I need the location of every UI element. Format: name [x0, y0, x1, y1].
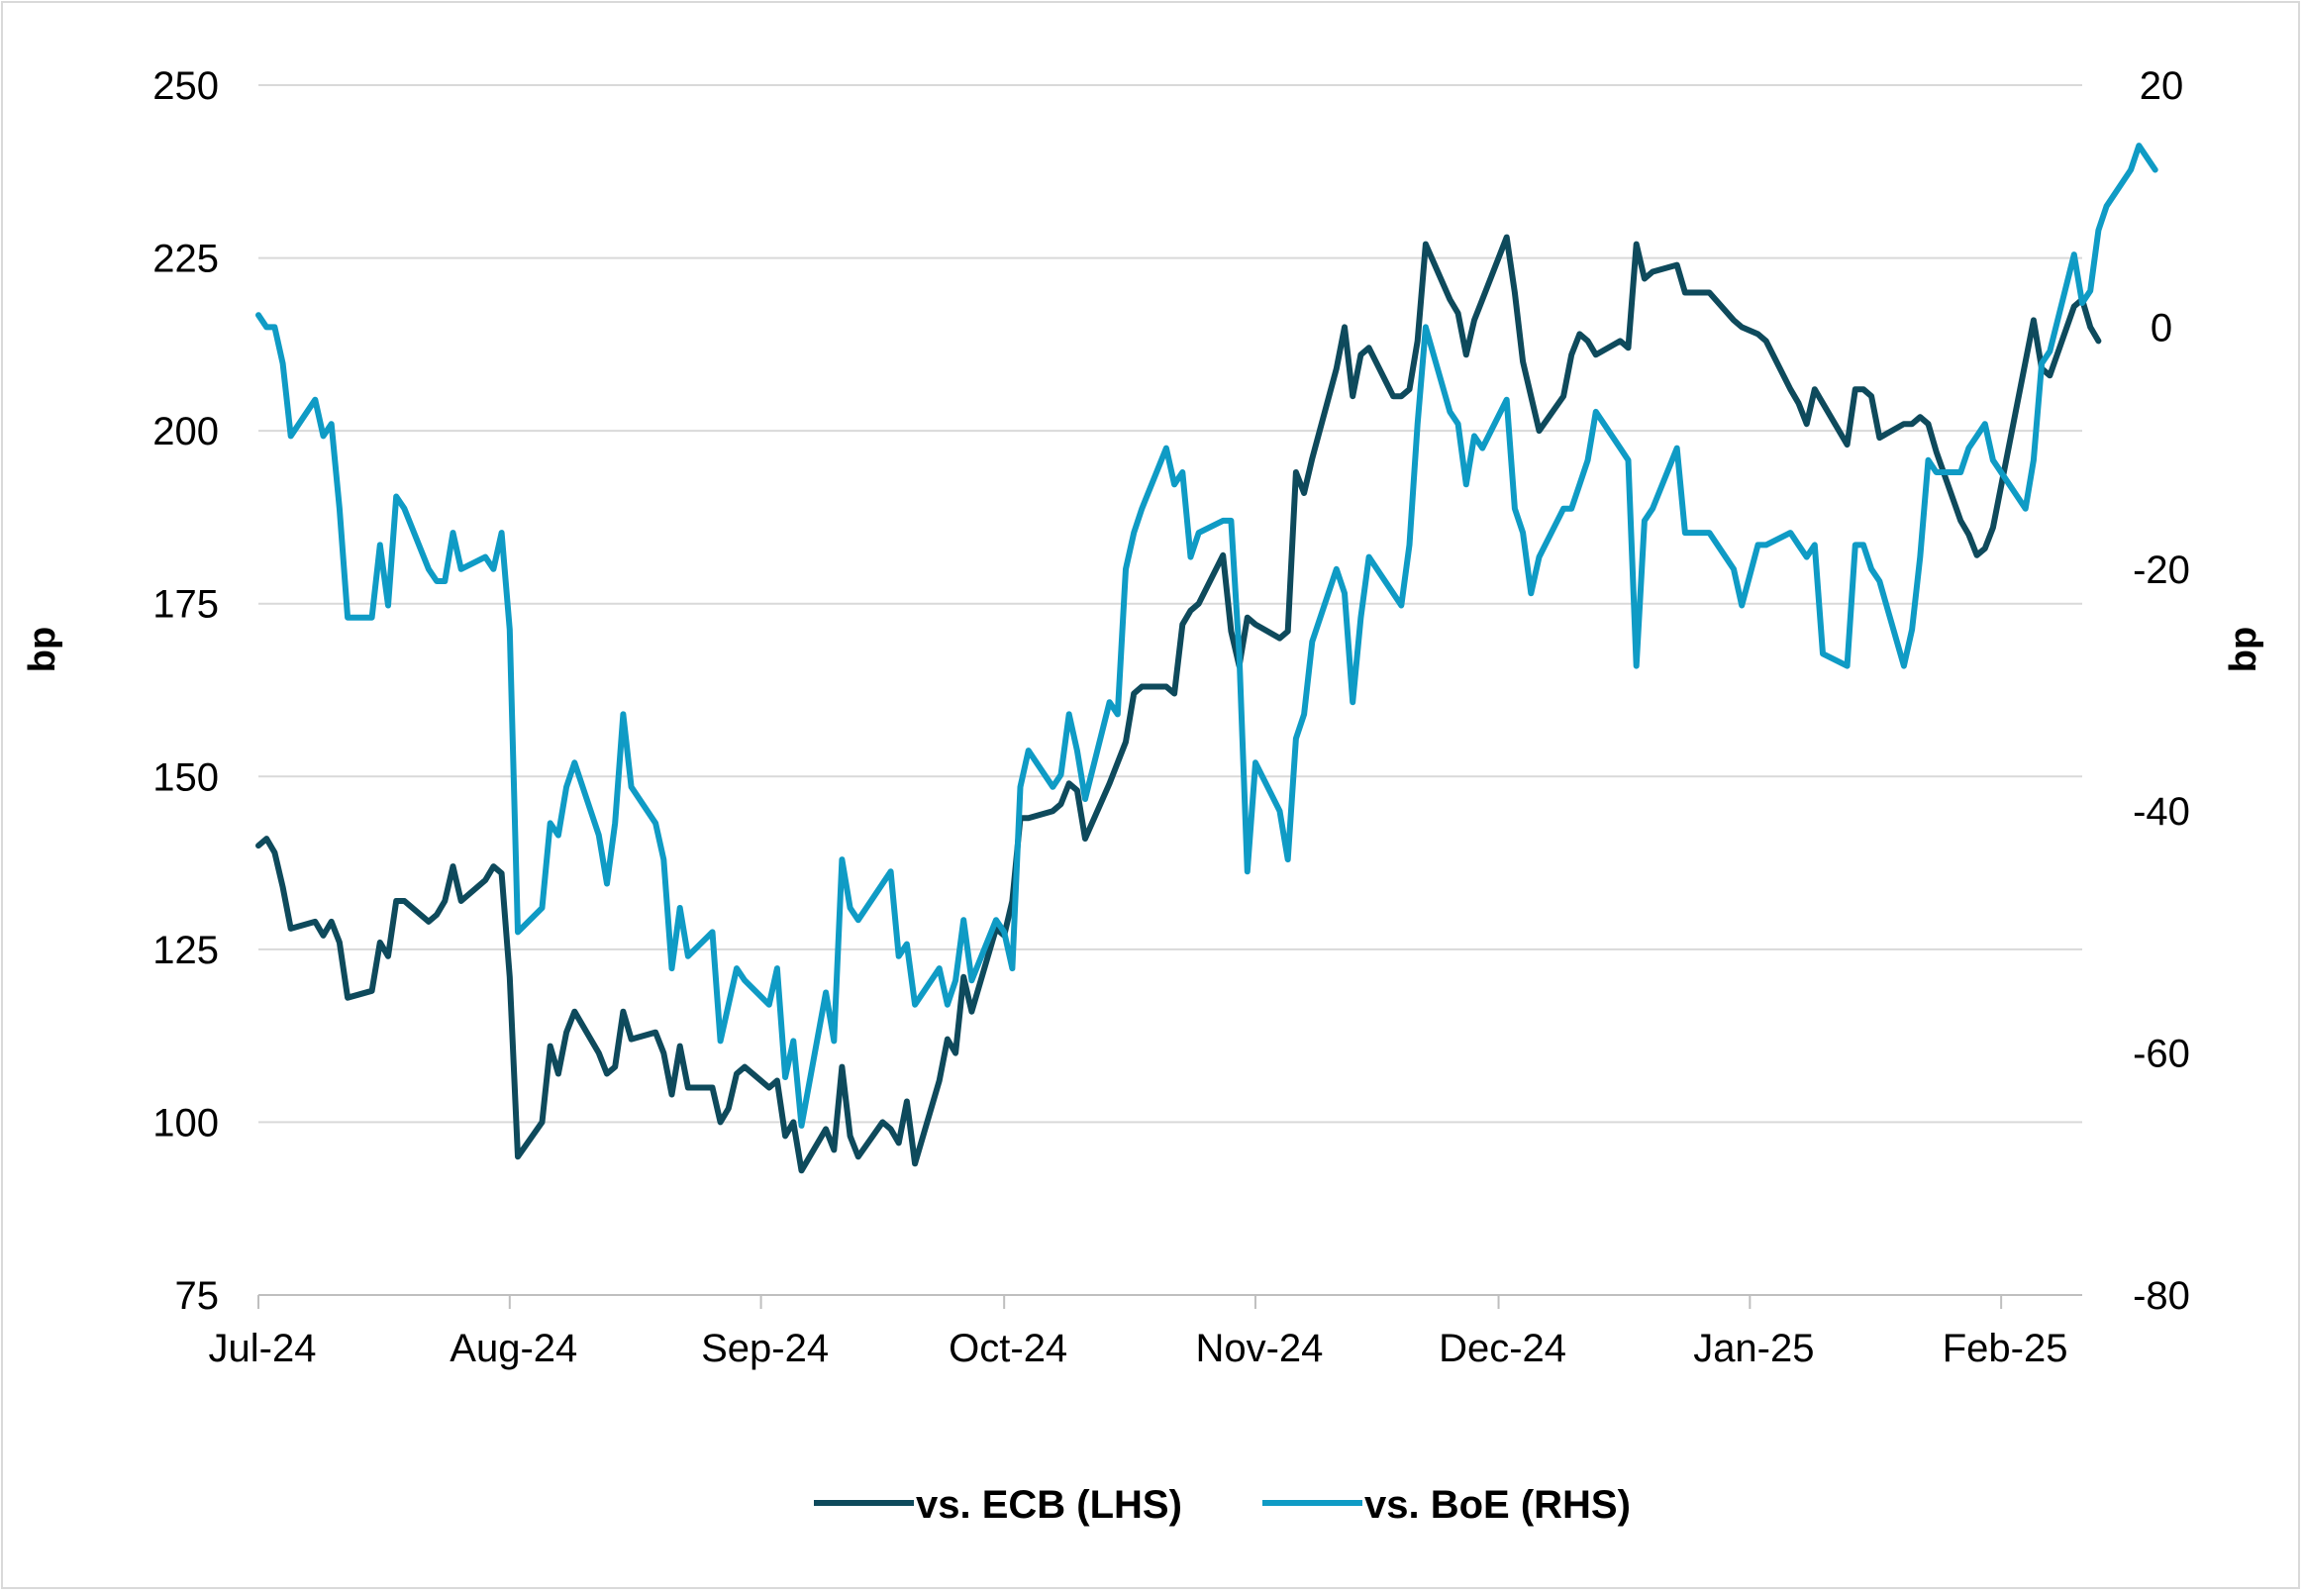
- y-axis-left: 75 100 125 150 175 200 225 250: [152, 64, 219, 1318]
- y-axis-right: -80 -60 -40 -20 0 20: [2133, 64, 2190, 1318]
- y-left-tick-label: 100: [152, 1101, 219, 1145]
- x-tick-label: Dec-24: [1439, 1327, 1566, 1370]
- x-tick-label: Jul-24: [209, 1327, 317, 1370]
- y-right-tick-label: -20: [2133, 549, 2190, 592]
- x-tick-label: Sep-24: [701, 1327, 829, 1370]
- y-axis-right-title: bp: [2223, 627, 2264, 672]
- legend-label-boe: vs. BoE (RHS): [1364, 1483, 1631, 1527]
- y-left-tick-label: 175: [152, 583, 219, 627]
- legend: vs. ECB (LHS) vs. BoE (RHS): [814, 1483, 1631, 1527]
- y-right-tick-label: 0: [2151, 306, 2172, 349]
- gridlines: [258, 84, 2082, 1124]
- y-left-tick-label: 125: [152, 929, 219, 972]
- x-tick-label: Nov-24: [1195, 1327, 1323, 1370]
- y-right-tick-label: 20: [2140, 64, 2184, 108]
- y-left-tick-label: 150: [152, 755, 219, 799]
- series-lines: [255, 143, 2158, 1174]
- x-tick-label: Aug-24: [450, 1327, 577, 1370]
- x-tick-label: Oct-24: [949, 1327, 1067, 1370]
- series-line-ecb: [255, 234, 2102, 1174]
- legend-label-ecb: vs. ECB (LHS): [916, 1483, 1182, 1527]
- y-left-tick-label: 75: [175, 1274, 220, 1318]
- y-left-tick-label: 200: [152, 410, 219, 453]
- y-right-tick-label: -80: [2133, 1274, 2190, 1318]
- y-left-tick-label: 225: [152, 238, 219, 281]
- y-axis-left-title: bp: [22, 627, 63, 672]
- line-chart: Jul-24 Aug-24 Sep-24 Oct-24 Nov-24 Dec-24 Jan-…: [22, 64, 2264, 1527]
- y-left-tick-label: 250: [152, 64, 219, 108]
- x-axis: Jul-24 Aug-24 Sep-24 Oct-24 Nov-24 Dec-24 Jan-…: [209, 1294, 2082, 1370]
- x-tick-label: Feb-25: [1943, 1327, 2068, 1370]
- y-right-tick-label: -60: [2133, 1033, 2190, 1076]
- series-line-boe: [255, 143, 2158, 1129]
- y-right-tick-label: -40: [2133, 790, 2190, 834]
- x-tick-label: Jan-25: [1693, 1327, 1814, 1370]
